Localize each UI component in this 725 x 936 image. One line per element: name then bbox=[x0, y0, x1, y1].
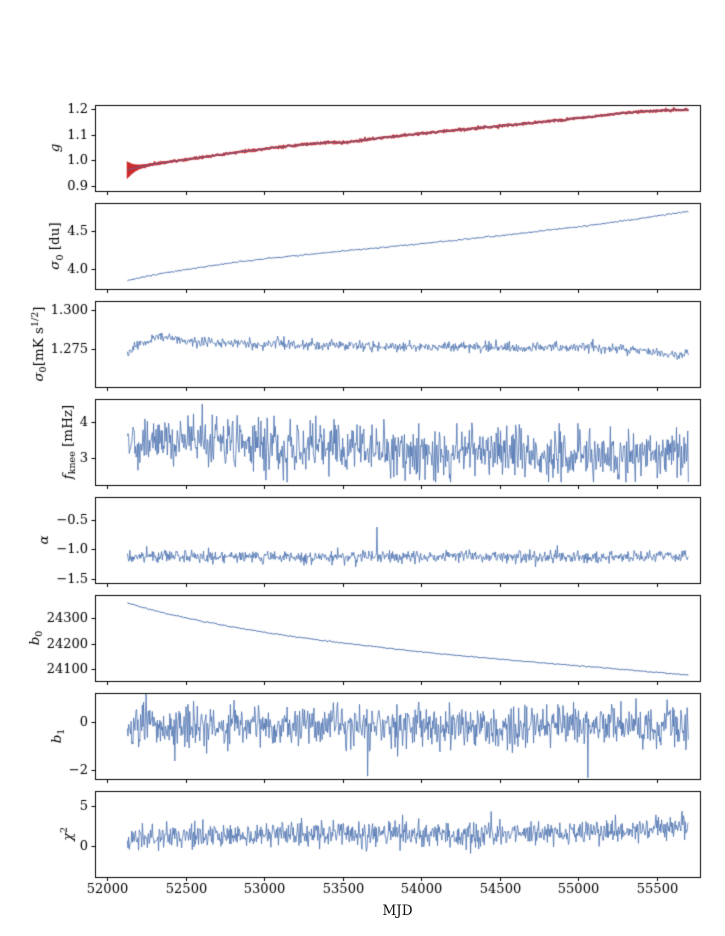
x-axis-label: MJD bbox=[382, 903, 413, 919]
